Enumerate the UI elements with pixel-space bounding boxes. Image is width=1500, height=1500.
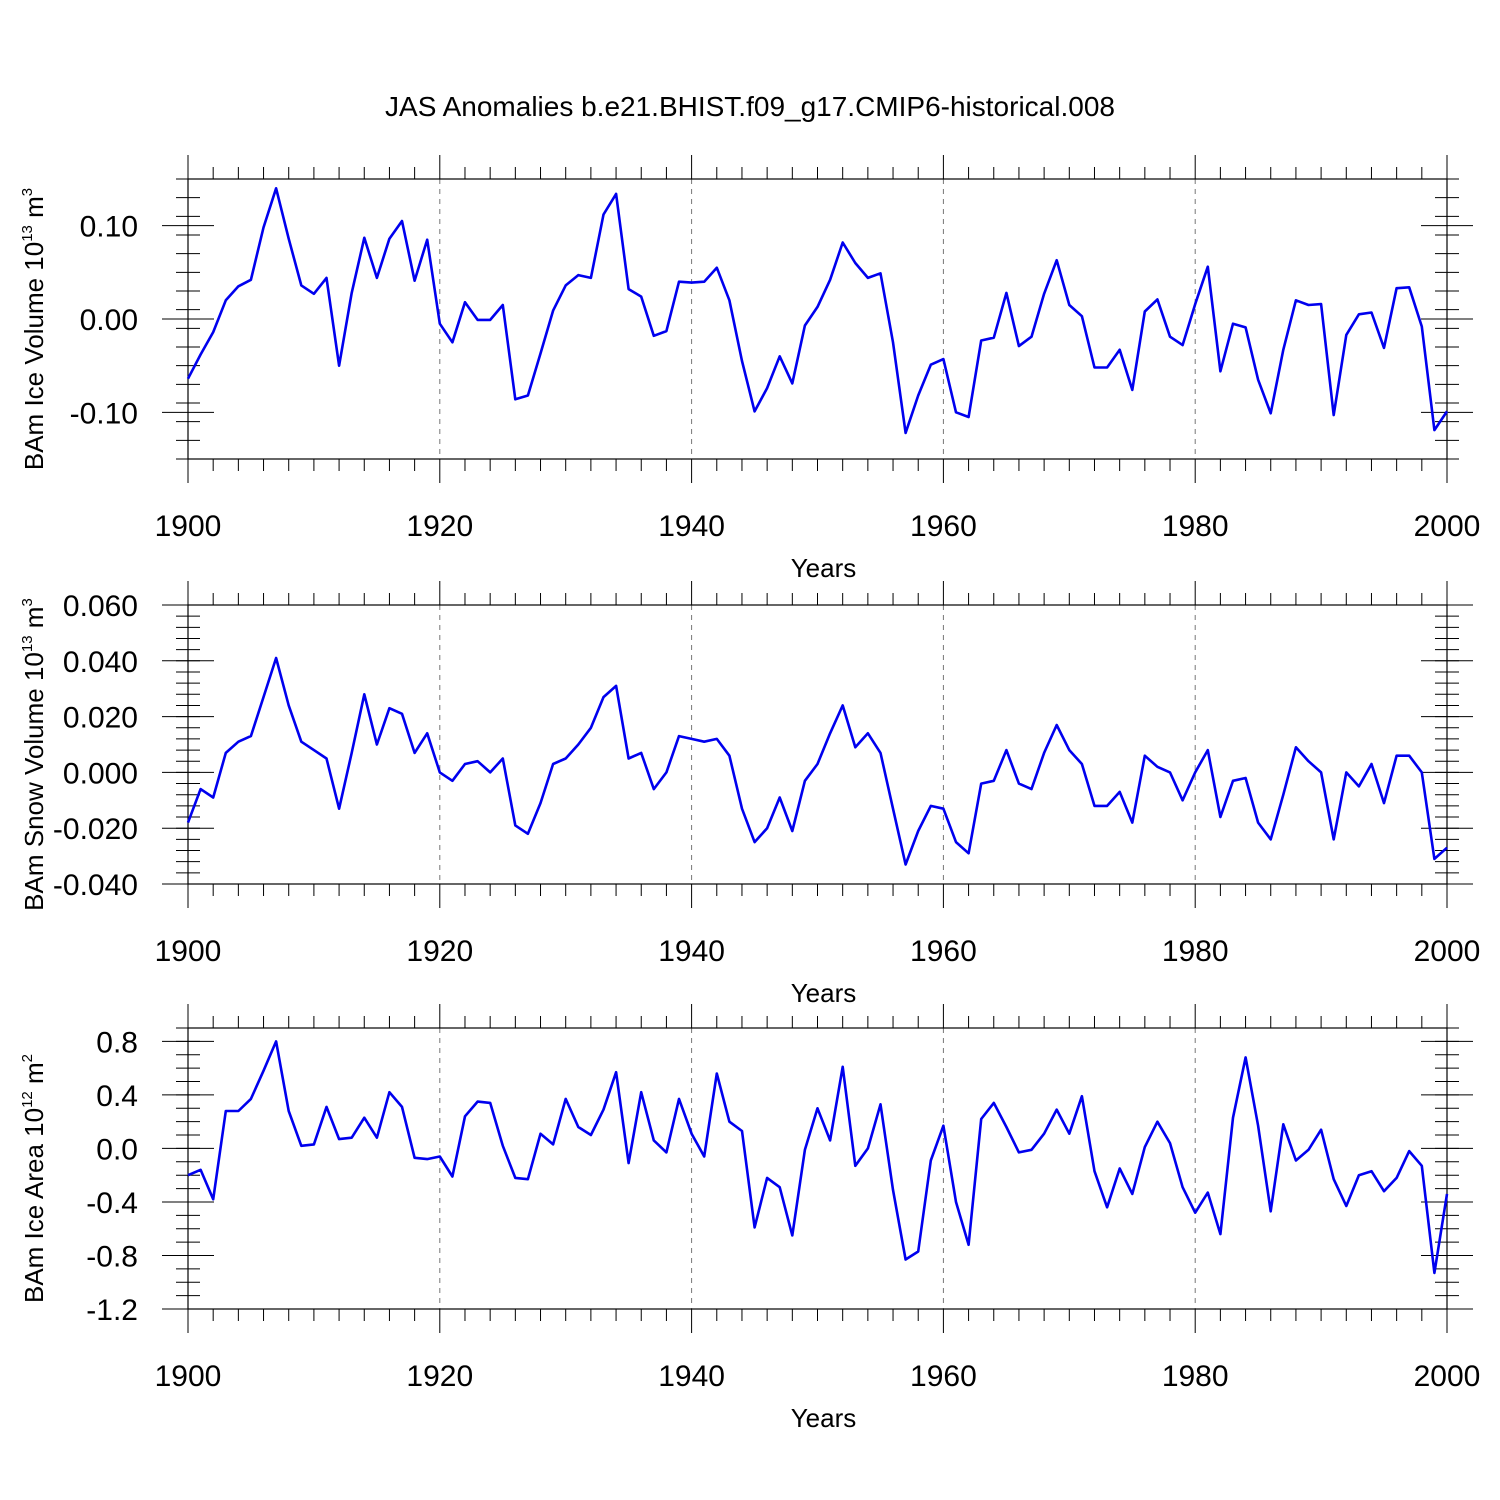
y-tick-label: 0.040 [63,646,138,679]
y-axis-title-text: BAm Ice Area 10 [19,1108,49,1303]
y-tick-label: -0.8 [86,1240,138,1273]
x-tick-label: 2000 [1414,510,1481,543]
y-axis-title-exponent: 12 [19,1091,36,1108]
y-tick-label: 0.020 [63,702,138,735]
y-tick-label: 0.0 [96,1133,138,1166]
y-tick-label: 0.060 [63,590,138,623]
y-axis-title-text: BAm Snow Volume 10 [19,652,49,911]
y-tick-label: -0.040 [53,869,138,902]
y-axis-title-unit: m [19,1062,49,1091]
y-axis-title: BAm Ice Volume 1013 m3 [19,188,49,470]
panel-2: 1900 1920 1940 1960 1980 2000 Years -0.040 -0.02… [19,581,1480,1008]
y-tick-label: -0.020 [53,813,138,846]
x-tick-label: 2000 [1414,935,1481,968]
x-tick-label: 1960 [910,935,977,968]
x-tick-label: 1920 [406,1360,473,1393]
y-axis-title-unit-exponent: 3 [19,598,36,606]
y-tick-label: 0.4 [96,1080,138,1113]
series-line [186,187,1449,435]
x-tick-label: 1900 [155,935,222,968]
y-axis-title-unit-exponent: 2 [19,1054,36,1062]
y-tick-label: -0.10 [70,397,138,430]
x-tick-label: 1940 [658,1360,725,1393]
y-tick-label: -1.2 [86,1294,138,1327]
x-tick-label: 1900 [155,1360,222,1393]
y-tick-label: 0.10 [80,211,138,244]
y-tick-label: 0.8 [96,1026,138,1059]
series-line [187,1040,1449,1275]
x-tick-label: 1900 [155,510,222,543]
panels: 1900 1920 1940 1960 1980 2000 Years -0.10 0.00 0.… [19,155,1480,1433]
x-tick-label: 1920 [406,510,473,543]
x-tick-label: 1980 [1162,935,1229,968]
x-axis-title: Years [791,1403,857,1433]
series-line [186,656,1448,866]
x-tick-label: 1940 [658,510,725,543]
x-axis-title: Years [791,978,857,1008]
x-tick-label: 1960 [910,510,977,543]
panel-1: 1900 1920 1940 1960 1980 2000 Years -0.10 0.00 0.… [19,155,1480,583]
x-axis-title: Years [791,553,857,583]
x-tick-label: 1920 [406,935,473,968]
y-axis-title: BAm Snow Volume 1013 m3 [19,598,49,911]
y-axis-title-exponent: 13 [19,635,36,652]
x-tick-label: 1960 [910,1360,977,1393]
y-tick-label: -0.4 [86,1187,138,1220]
x-tick-label: 1980 [1162,1360,1229,1393]
y-axis-title-unit: m [19,607,49,636]
y-axis-title-exponent: 13 [19,225,36,242]
y-axis-title-text: BAm Ice Volume 10 [19,242,49,470]
y-axis-title: BAm Ice Area 1012 m2 [19,1054,49,1303]
figure-title: JAS Anomalies b.e21.BHIST.f09_g17.CMIP6-… [385,91,1115,122]
y-axis-title-unit-exponent: 3 [19,188,36,196]
y-axis-title-unit: m [19,196,49,225]
x-tick-label: 1940 [658,935,725,968]
panel-3: 1900 1920 1940 1960 1980 2000 Years -1.2 -0.8 -0.… [19,1004,1480,1433]
plot-frame [187,1027,1448,1310]
x-tick-label: 2000 [1414,1360,1481,1393]
y-tick-label: 0.000 [63,757,138,790]
x-tick-label: 1980 [1162,510,1229,543]
y-tick-label: 0.00 [80,304,138,337]
plot-frame [187,178,1448,460]
